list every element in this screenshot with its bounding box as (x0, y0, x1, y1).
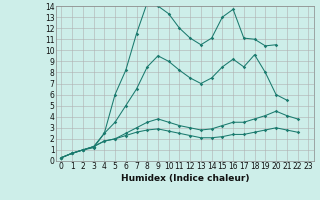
X-axis label: Humidex (Indice chaleur): Humidex (Indice chaleur) (121, 174, 249, 183)
